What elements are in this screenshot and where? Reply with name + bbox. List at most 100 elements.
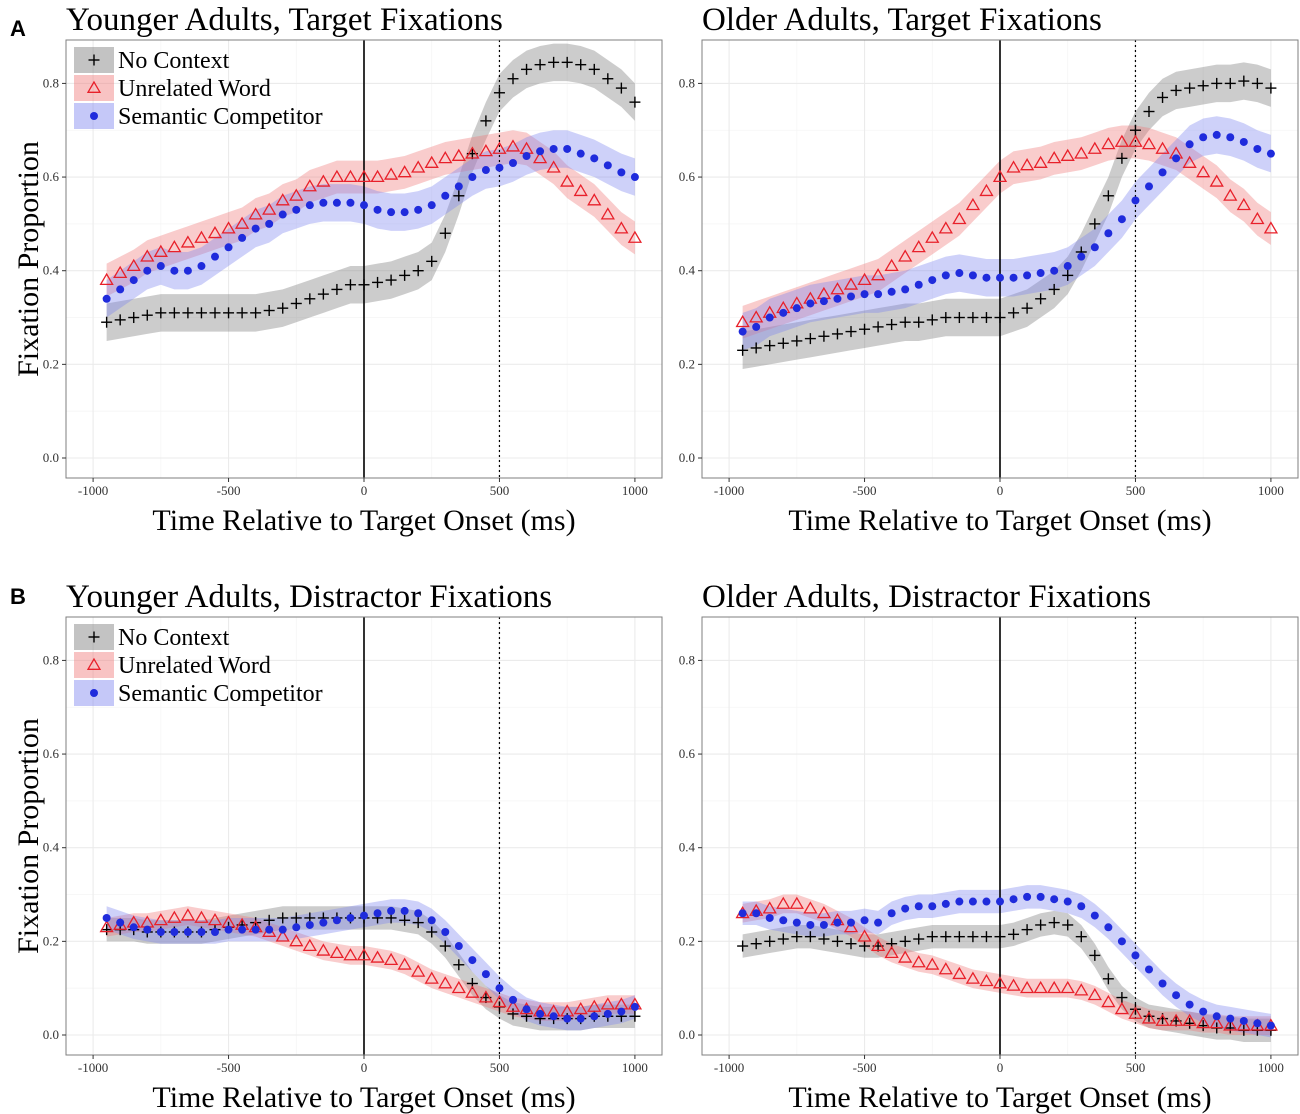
data-point: [789, 896, 804, 909]
data-point: [1211, 77, 1223, 89]
data-point: [221, 221, 236, 234]
data-point: [1006, 160, 1021, 173]
data-point: [522, 1005, 531, 1014]
y-tick-label: 0.6: [679, 746, 696, 761]
data-point: [1116, 992, 1128, 1004]
data-point: [1155, 141, 1170, 154]
data-point: [1075, 931, 1087, 943]
data-point: [806, 299, 815, 308]
data-point: [1196, 1016, 1211, 1029]
data-point: [980, 312, 992, 324]
data-point: [211, 927, 219, 936]
y-tick-label: 0.4: [43, 840, 60, 855]
data-point: [451, 148, 466, 161]
data-point: [1019, 980, 1035, 994]
data-point: [492, 141, 507, 154]
data-point: [1158, 979, 1167, 988]
data-point: [968, 897, 977, 906]
data-point: [329, 945, 345, 959]
data-point: [1141, 1011, 1157, 1024]
data-point: [211, 252, 219, 261]
data-point: [804, 333, 816, 345]
data-point: [1182, 1013, 1197, 1026]
data-point: [99, 272, 114, 286]
x-tick-label: 1000: [622, 1060, 648, 1075]
data-point: [292, 205, 301, 214]
data-point: [992, 976, 1008, 989]
data-point: [1168, 1013, 1184, 1026]
data-point: [955, 897, 964, 906]
data-point: [629, 1010, 641, 1022]
data-point: [1129, 124, 1141, 136]
x-axis-title: Time Relative to Target Onset (ms): [788, 504, 1211, 537]
legend-marker-2: [86, 80, 102, 93]
data-point: [980, 931, 992, 943]
data-point: [262, 202, 277, 215]
y-tick-label: 0.2: [43, 356, 59, 371]
data-point: [102, 294, 111, 303]
data-point: [737, 344, 749, 356]
data-point: [735, 314, 750, 328]
data-point: [1131, 951, 1140, 960]
legend-marker-2: [86, 657, 102, 670]
data-point: [830, 282, 845, 295]
data-point: [627, 230, 643, 243]
x-tick-label: -500: [853, 1060, 877, 1075]
data-point: [278, 925, 287, 934]
data-point: [965, 197, 981, 211]
data-point: [765, 313, 774, 322]
y-tick-label: 0.0: [679, 450, 695, 465]
data-point: [617, 1007, 626, 1016]
data-point: [1117, 215, 1126, 224]
x-tick-label: -500: [217, 483, 241, 498]
data-point: [1089, 218, 1101, 230]
panel-letter-b: B: [10, 584, 26, 609]
data-point: [792, 304, 801, 313]
data-point: [358, 279, 370, 291]
legend-key-2: [74, 652, 114, 678]
data-point: [414, 205, 423, 214]
panel-title: Older Adults, Target Fixations: [702, 2, 1102, 38]
data-point: [1224, 1022, 1236, 1034]
data-point: [1087, 141, 1102, 154]
data-point: [857, 272, 872, 286]
data-point: [1263, 221, 1279, 234]
data-point: [1101, 136, 1116, 150]
x-tick-label: -1000: [714, 483, 744, 498]
data-point: [183, 266, 192, 275]
data-point: [1141, 136, 1157, 150]
data-point: [874, 918, 883, 927]
data-point: [575, 59, 587, 71]
data-point: [1265, 82, 1277, 94]
data-point: [180, 235, 196, 248]
data-point: [532, 151, 548, 164]
ribbon-1: [106, 43, 635, 341]
data-point: [982, 273, 991, 282]
data-point: [99, 920, 114, 933]
data-point: [887, 909, 896, 918]
data-point: [614, 221, 629, 234]
data-point: [370, 950, 385, 963]
data-point: [1033, 155, 1048, 168]
data-point: [870, 268, 886, 281]
data-point: [548, 56, 560, 68]
x-tick-label: 500: [490, 483, 510, 498]
data-point: [207, 225, 223, 239]
data-point: [1184, 82, 1196, 94]
data-point: [1250, 211, 1265, 225]
data-point: [507, 1008, 519, 1020]
data-point: [777, 933, 789, 945]
data-point: [275, 929, 290, 942]
y-tick-label: 0.4: [43, 263, 60, 278]
data-point: [194, 910, 209, 923]
data-point: [1021, 924, 1033, 936]
data-point: [372, 276, 384, 288]
data-point: [141, 309, 153, 321]
data-point: [1063, 262, 1072, 271]
data-point: [1223, 188, 1238, 201]
data-point: [1036, 892, 1045, 901]
data-point: [1266, 1021, 1275, 1030]
data-point: [779, 916, 788, 925]
legend-label-1: No Context: [118, 48, 230, 74]
data-point: [373, 909, 382, 918]
